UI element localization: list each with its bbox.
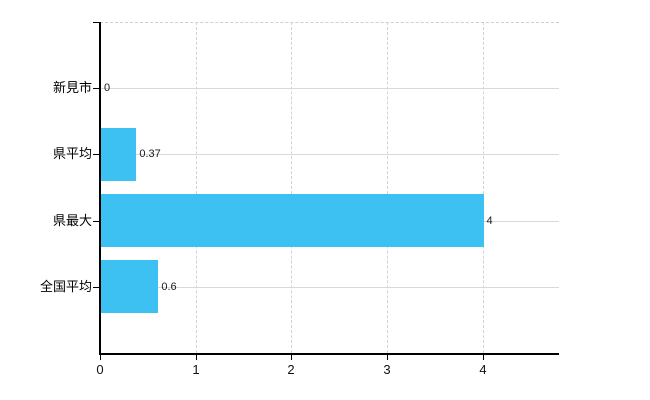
horizontal-gridline [100,154,559,155]
horizontal-gridline [100,88,559,89]
x-tick-label: 1 [192,362,200,377]
plot-area [100,22,559,353]
x-axis-line [99,353,559,355]
vertical-gridline [482,22,484,353]
bar [101,260,158,313]
x-axis-tick [387,355,388,360]
x-axis-tick [483,355,484,360]
horizontal-gridline [100,287,559,288]
x-tick-label: 3 [383,362,391,377]
x-axis-tick [196,355,197,360]
value-label: 4 [486,215,493,227]
value-label: 0 [104,82,111,94]
y-axis-line [99,22,101,354]
y-axis-top-tick [93,22,99,23]
x-tick-label: 4 [479,362,487,377]
category-label: 全国平均 [39,279,92,294]
vertical-gridline [195,22,197,353]
bar [101,128,136,181]
y-axis-tick [93,221,99,222]
category-label: 県平均 [52,146,92,161]
value-label: 0.6 [161,281,177,293]
x-tick-label: 0 [96,362,104,377]
y-axis-tick [93,287,99,288]
vertical-gridline [291,22,293,353]
category-label: 県最大 [52,213,92,228]
x-axis-tick [291,355,292,360]
x-tick-label: 2 [287,362,295,377]
vertical-gridline [386,22,388,353]
y-axis-tick [93,154,99,155]
value-label: 0.37 [139,148,161,160]
bar [101,194,484,247]
x-axis-tick [100,355,101,360]
y-axis-tick [93,88,99,89]
category-label: 新見市 [52,80,92,95]
